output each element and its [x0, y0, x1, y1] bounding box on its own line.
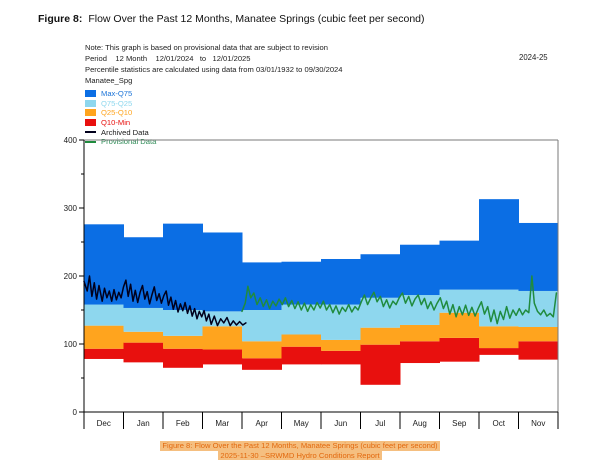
band-max-q75 — [163, 223, 203, 310]
band-max-q75 — [321, 259, 361, 305]
band-q10-min — [518, 341, 559, 360]
x-tick-label: Nov — [531, 419, 545, 428]
legend-swatch-icon — [85, 109, 96, 117]
x-tick-label: Sep — [452, 419, 467, 428]
band-max-q75 — [281, 261, 322, 305]
band-max-q75 — [518, 222, 559, 291]
band-max-q75 — [123, 237, 164, 308]
band-q25-q10 — [479, 326, 519, 349]
x-tick-label: May — [294, 419, 309, 428]
band-max-q75 — [479, 199, 519, 290]
legend-label: Max-Q75 — [101, 89, 133, 99]
percentile-bands — [84, 199, 559, 385]
band-q10-min — [360, 344, 401, 385]
band-max-q75 — [439, 240, 480, 290]
x-tick-label: Feb — [176, 419, 190, 428]
chart-legend: Max-Q75 Q75-Q25 Q25-Q10 Q10-Min Archived Dat… — [85, 89, 156, 147]
band-q25-q10 — [518, 327, 559, 342]
legend-item-provisional-data: Provisional Data — [85, 137, 156, 147]
band-q10-min — [163, 348, 203, 368]
y-tick-label: 100 — [64, 340, 78, 349]
band-q75-q25 — [163, 310, 203, 336]
caption-line-1: Figure 8: Flow Over the Past 12 Months, … — [160, 441, 440, 451]
band-q10-min — [400, 341, 440, 364]
legend-item-max-q75: Max-Q75 — [85, 89, 156, 99]
legend-swatch-icon — [85, 140, 96, 143]
y-axis-ticks: 0 100 200 300 400 — [64, 136, 84, 417]
caption-line-2: 2025-11-30 –SRWMD Hydro Conditions Repor… — [218, 450, 382, 460]
band-q10-min — [321, 350, 361, 365]
band-q10-min — [84, 348, 124, 359]
y-tick-label: 200 — [64, 272, 78, 281]
legend-swatch-icon — [85, 90, 96, 98]
legend-item-q75-q25: Q75-Q25 — [85, 99, 156, 109]
band-q25-q10 — [439, 312, 480, 338]
band-q75-q25 — [518, 290, 559, 327]
legend-label: Q10-Min — [101, 118, 131, 128]
band-q25-q10 — [163, 335, 203, 349]
x-tick-label: Oct — [493, 419, 506, 428]
y-tick-label: 300 — [64, 204, 78, 213]
x-axis-ticks: Dec Jan Feb Mar Apr May Jun Jul Aug Sep Oct Nov — [83, 412, 559, 429]
legend-item-q25-q10: Q25-Q10 — [85, 108, 156, 118]
x-tick-label: Jul — [375, 419, 385, 428]
water-year-label: 2024-25 — [519, 53, 548, 62]
band-q25-q10 — [84, 325, 124, 349]
band-q25-q10 — [321, 339, 361, 351]
legend-label: Archived Data — [101, 127, 149, 137]
band-q75-q25 — [242, 310, 282, 342]
x-tick-label: Jun — [334, 419, 347, 428]
y-tick-label: 0 — [73, 408, 78, 417]
band-q10-min — [202, 349, 243, 365]
x-tick-label: Jan — [137, 419, 150, 428]
band-q10-min — [439, 337, 480, 362]
band-q75-q25 — [479, 289, 519, 327]
band-q75-q25 — [84, 304, 124, 326]
series-line-provisional-data — [241, 275, 558, 325]
band-q25-q10 — [123, 331, 164, 343]
legend-label: Q25-Q10 — [101, 108, 133, 118]
band-q25-q10 — [202, 326, 243, 350]
y-tick-label: 400 — [64, 136, 78, 145]
legend-swatch-icon — [85, 119, 96, 127]
x-tick-label: Mar — [215, 419, 229, 428]
legend-label: Provisional Data — [101, 137, 157, 147]
note-percentile-range: Percentile statistics are calculated usi… — [85, 65, 343, 74]
band-q25-q10 — [400, 324, 440, 342]
band-q10-min — [242, 358, 282, 370]
band-q25-q10 — [281, 334, 322, 347]
legend-label: Q75-Q25 — [101, 98, 133, 108]
note-period: Period 12 Month 12/01/2024 to 12/01/2025 — [85, 54, 251, 63]
x-tick-label: Dec — [97, 419, 111, 428]
band-q10-min — [123, 342, 164, 363]
x-tick-label: Aug — [413, 419, 427, 428]
figure-number: Figure 8: — [38, 13, 83, 25]
station-name: Manatee_Spg — [85, 76, 133, 85]
note-provisional: Note: This graph is based on provisional… — [85, 43, 328, 52]
figure-title: Figure 8: Flow Over the Past 12 Months, M… — [38, 13, 425, 25]
band-q75-q25 — [439, 289, 480, 313]
band-q10-min — [281, 346, 322, 365]
band-q25-q10 — [242, 341, 282, 359]
legend-swatch-icon — [85, 99, 96, 107]
chart-notes: Note: This graph is based on provisional… — [85, 42, 343, 86]
band-max-q75 — [202, 232, 243, 312]
legend-item-archived-data: Archived Data — [85, 127, 156, 137]
band-q75-q25 — [123, 307, 164, 332]
plot-frame — [84, 139, 559, 412]
band-q25-q10 — [360, 327, 401, 345]
band-max-q75 — [400, 244, 440, 296]
figure-title-text: Flow Over the Past 12 Months, Manatee Sp… — [88, 13, 425, 25]
report-caption: Figure 8: Flow Over the Past 12 Months, … — [0, 441, 600, 460]
band-q10-min — [479, 348, 519, 355]
legend-swatch-icon — [85, 131, 96, 134]
x-tick-label: Apr — [256, 419, 269, 428]
series-line-archived-data — [83, 275, 247, 327]
legend-item-q10-min: Q10-Min — [85, 118, 156, 128]
band-max-q75 — [360, 254, 401, 298]
